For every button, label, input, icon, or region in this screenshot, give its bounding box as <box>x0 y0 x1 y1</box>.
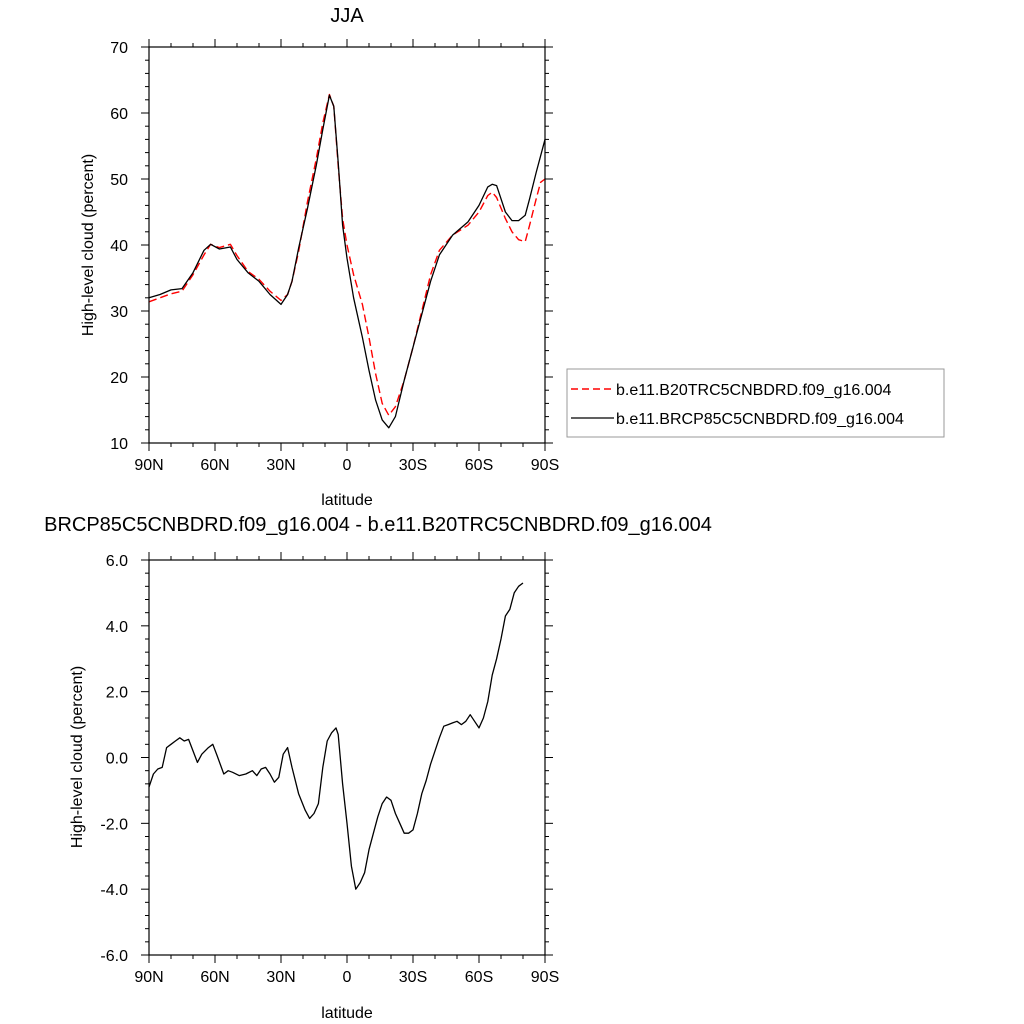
top-chart-title: JJA <box>330 5 364 27</box>
bottom-chart: BRCP85C5CNBDRD.f09_g16.004 - b.e11.B20TR… <box>44 514 712 1022</box>
top-y-tick-label: 10 <box>110 436 128 453</box>
bottom-y-axis-label: High-level cloud (percent) <box>69 666 86 848</box>
top-series-lines <box>148 93 546 429</box>
top-series-line-0 <box>148 93 546 416</box>
top-x-tick-label: 60N <box>200 457 229 474</box>
bottom-y-tick-label: 2.0 <box>106 685 128 702</box>
top-series-line-1 <box>148 94 546 429</box>
top-x-axis-label: latitude <box>321 492 373 509</box>
top-y-tick-label: 20 <box>110 370 128 387</box>
bottom-x-tick-label: 30N <box>266 969 295 986</box>
bottom-x-tick-label: 60S <box>465 969 493 986</box>
top-chart: JJA High-level cloud (percent) latitude … <box>80 5 559 509</box>
top-x-tick-label: 30N <box>266 457 295 474</box>
bottom-y-tick-label: 4.0 <box>106 619 128 636</box>
legend-label-hist: b.e11.B20TRC5CNBDRD.f09_g16.004 <box>616 382 892 399</box>
top-x-tick-label: 90N <box>134 457 163 474</box>
bottom-series-lines <box>148 582 524 890</box>
bottom-y-tick-label: -6.0 <box>100 948 128 965</box>
top-y-axis-label: High-level cloud (percent) <box>80 154 97 336</box>
top-y-tick-label: 60 <box>110 106 128 123</box>
bottom-y-tick-label: -4.0 <box>100 882 128 899</box>
top-axis-ticks: 90N 60N 30N 0 30S 60S 90S 10 20 30 40 50 60 70 <box>110 39 559 474</box>
top-y-tick-label: 40 <box>110 238 128 255</box>
legend-label-rcp85: b.e11.BRCP85C5CNBDRD.f09_g16.004 <box>616 411 904 428</box>
bottom-axis-ticks: 90N 60N 30N 0 30S 60S 90S -6.0 -4.0 -2.0 0.0 2.0 4.0… <box>100 552 559 986</box>
top-x-tick-label: 60S <box>465 457 493 474</box>
top-y-tick-label: 30 <box>110 304 128 321</box>
bottom-plot-frame <box>148 559 546 956</box>
bottom-y-tick-label: 6.0 <box>106 553 128 570</box>
bottom-x-tick-label: 90S <box>531 969 559 986</box>
top-x-tick-label: 90S <box>531 457 559 474</box>
bottom-x-tick-label: 60N <box>200 969 229 986</box>
legend: b.e11.B20TRC5CNBDRD.f09_g16.004 b.e11.BR… <box>566 368 945 438</box>
bottom-chart-title: BRCP85C5CNBDRD.f09_g16.004 - b.e11.B20TR… <box>44 514 712 536</box>
bottom-series-line-0 <box>148 582 524 890</box>
bottom-y-tick-label: 0.0 <box>106 751 128 768</box>
bottom-x-axis-label: latitude <box>321 1005 373 1022</box>
top-x-tick-label: 0 <box>343 457 352 474</box>
bottom-x-tick-label: 0 <box>343 969 352 986</box>
top-x-tick-label: 30S <box>399 457 427 474</box>
bottom-x-tick-label: 30S <box>399 969 427 986</box>
top-y-tick-label: 70 <box>110 40 128 57</box>
top-y-tick-label: 50 <box>110 172 128 189</box>
legend-box <box>566 368 945 438</box>
bottom-y-tick-label: -2.0 <box>100 816 128 833</box>
top-plot-frame <box>148 46 546 444</box>
bottom-x-tick-label: 90N <box>134 969 163 986</box>
